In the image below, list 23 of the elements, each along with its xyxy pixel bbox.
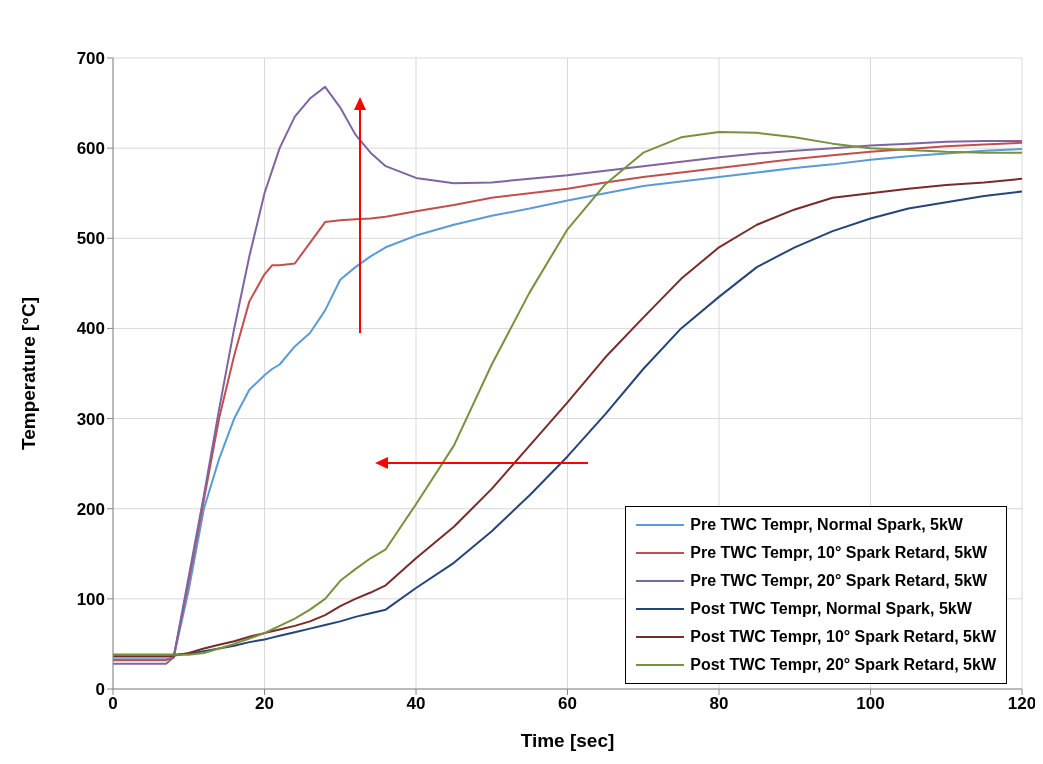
- x-tick-label: 100: [856, 694, 885, 714]
- y-tick-label: 500: [76, 229, 105, 249]
- legend-label: Post TWC Tempr, Normal Spark, 5kW: [690, 600, 972, 618]
- y-axis-title: Temperature [°C]: [17, 297, 39, 450]
- y-tick-label: 300: [76, 409, 105, 429]
- legend-label: Post TWC Tempr, 10° Spark Retard, 5kW: [690, 628, 996, 646]
- y-tick-label: 700: [76, 49, 105, 69]
- y-tick-label: 400: [76, 319, 105, 339]
- y-tick-label: 0: [95, 680, 105, 700]
- x-tick-label: 120: [1007, 694, 1037, 714]
- legend-label: Pre TWC Tempr, Normal Spark, 5kW: [690, 516, 963, 534]
- x-tick-label: 80: [709, 694, 729, 714]
- y-tick-label: 100: [76, 589, 105, 609]
- y-tick-label: 600: [76, 139, 105, 159]
- y-tick-label: 200: [76, 499, 105, 519]
- legend-label: Post TWC Tempr, 20° Spark Retard, 5kW: [690, 656, 996, 674]
- x-tick-label: 60: [558, 694, 577, 714]
- x-tick-label: 40: [406, 694, 426, 714]
- x-tick-label: 0: [108, 694, 118, 714]
- legend-label: Pre TWC Tempr, 10° Spark Retard, 5kW: [690, 544, 988, 562]
- legend-label: Pre TWC Tempr, 20° Spark Retard, 5kW: [690, 572, 988, 590]
- x-axis-title: Time [sec]: [520, 730, 615, 751]
- x-tick-label: 20: [255, 694, 274, 714]
